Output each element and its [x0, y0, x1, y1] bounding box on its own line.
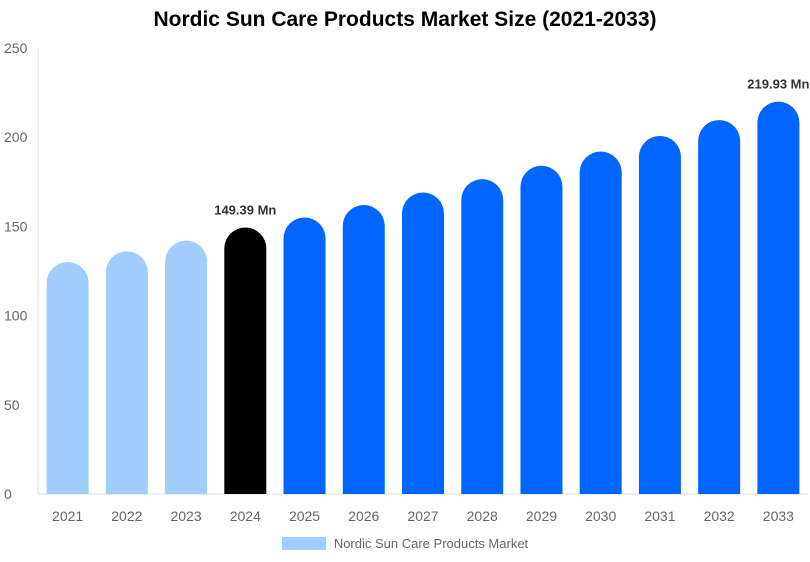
bar-2026	[342, 204, 385, 494]
legend: Nordic Sun Care Products Market	[0, 536, 810, 551]
x-tick-label: 2021	[52, 508, 83, 524]
y-tick-label: 50	[4, 397, 20, 413]
y-tick-label: 0	[4, 486, 12, 502]
y-tick-label: 250	[4, 40, 28, 56]
bar-2027	[402, 192, 444, 494]
y-tick-label: 150	[4, 218, 28, 234]
bar-2024	[224, 227, 267, 495]
y-tick-label: 200	[4, 129, 28, 145]
bar-2033	[757, 101, 800, 494]
bar-2028	[461, 179, 504, 494]
legend-swatch	[281, 537, 326, 550]
bar-2025	[283, 217, 326, 494]
x-tick-label: 2031	[644, 508, 675, 524]
x-tick-label: 2023	[170, 508, 201, 524]
data-label: 219.93 Mn	[747, 77, 809, 92]
bar-2022	[105, 251, 148, 494]
y-tick-label: 100	[4, 308, 28, 324]
x-tick-label: 2033	[763, 508, 794, 524]
legend-label[interactable]: Nordic Sun Care Products Market	[333, 536, 529, 551]
x-tick-label: 2032	[704, 508, 735, 524]
chart-title: Nordic Sun Care Products Market Size (20…	[153, 8, 657, 31]
bar-2030	[579, 151, 622, 495]
x-tick-label: 2024	[230, 508, 261, 524]
x-tick-label: 2030	[585, 508, 616, 524]
bar-2023	[165, 240, 208, 494]
bar-2032	[698, 120, 741, 494]
x-tick-label: 2028	[467, 508, 498, 524]
x-tick-label: 2026	[348, 508, 379, 524]
x-tick-label: 2029	[526, 508, 557, 524]
x-tick-label: 2025	[289, 508, 320, 524]
data-label: 149.39 Mn	[214, 202, 276, 217]
x-tick-label: 2027	[407, 508, 438, 524]
x-tick-label: 2022	[111, 508, 142, 524]
bar-2031	[638, 135, 681, 494]
bar-2029	[520, 165, 563, 494]
bar-2021	[46, 262, 89, 494]
